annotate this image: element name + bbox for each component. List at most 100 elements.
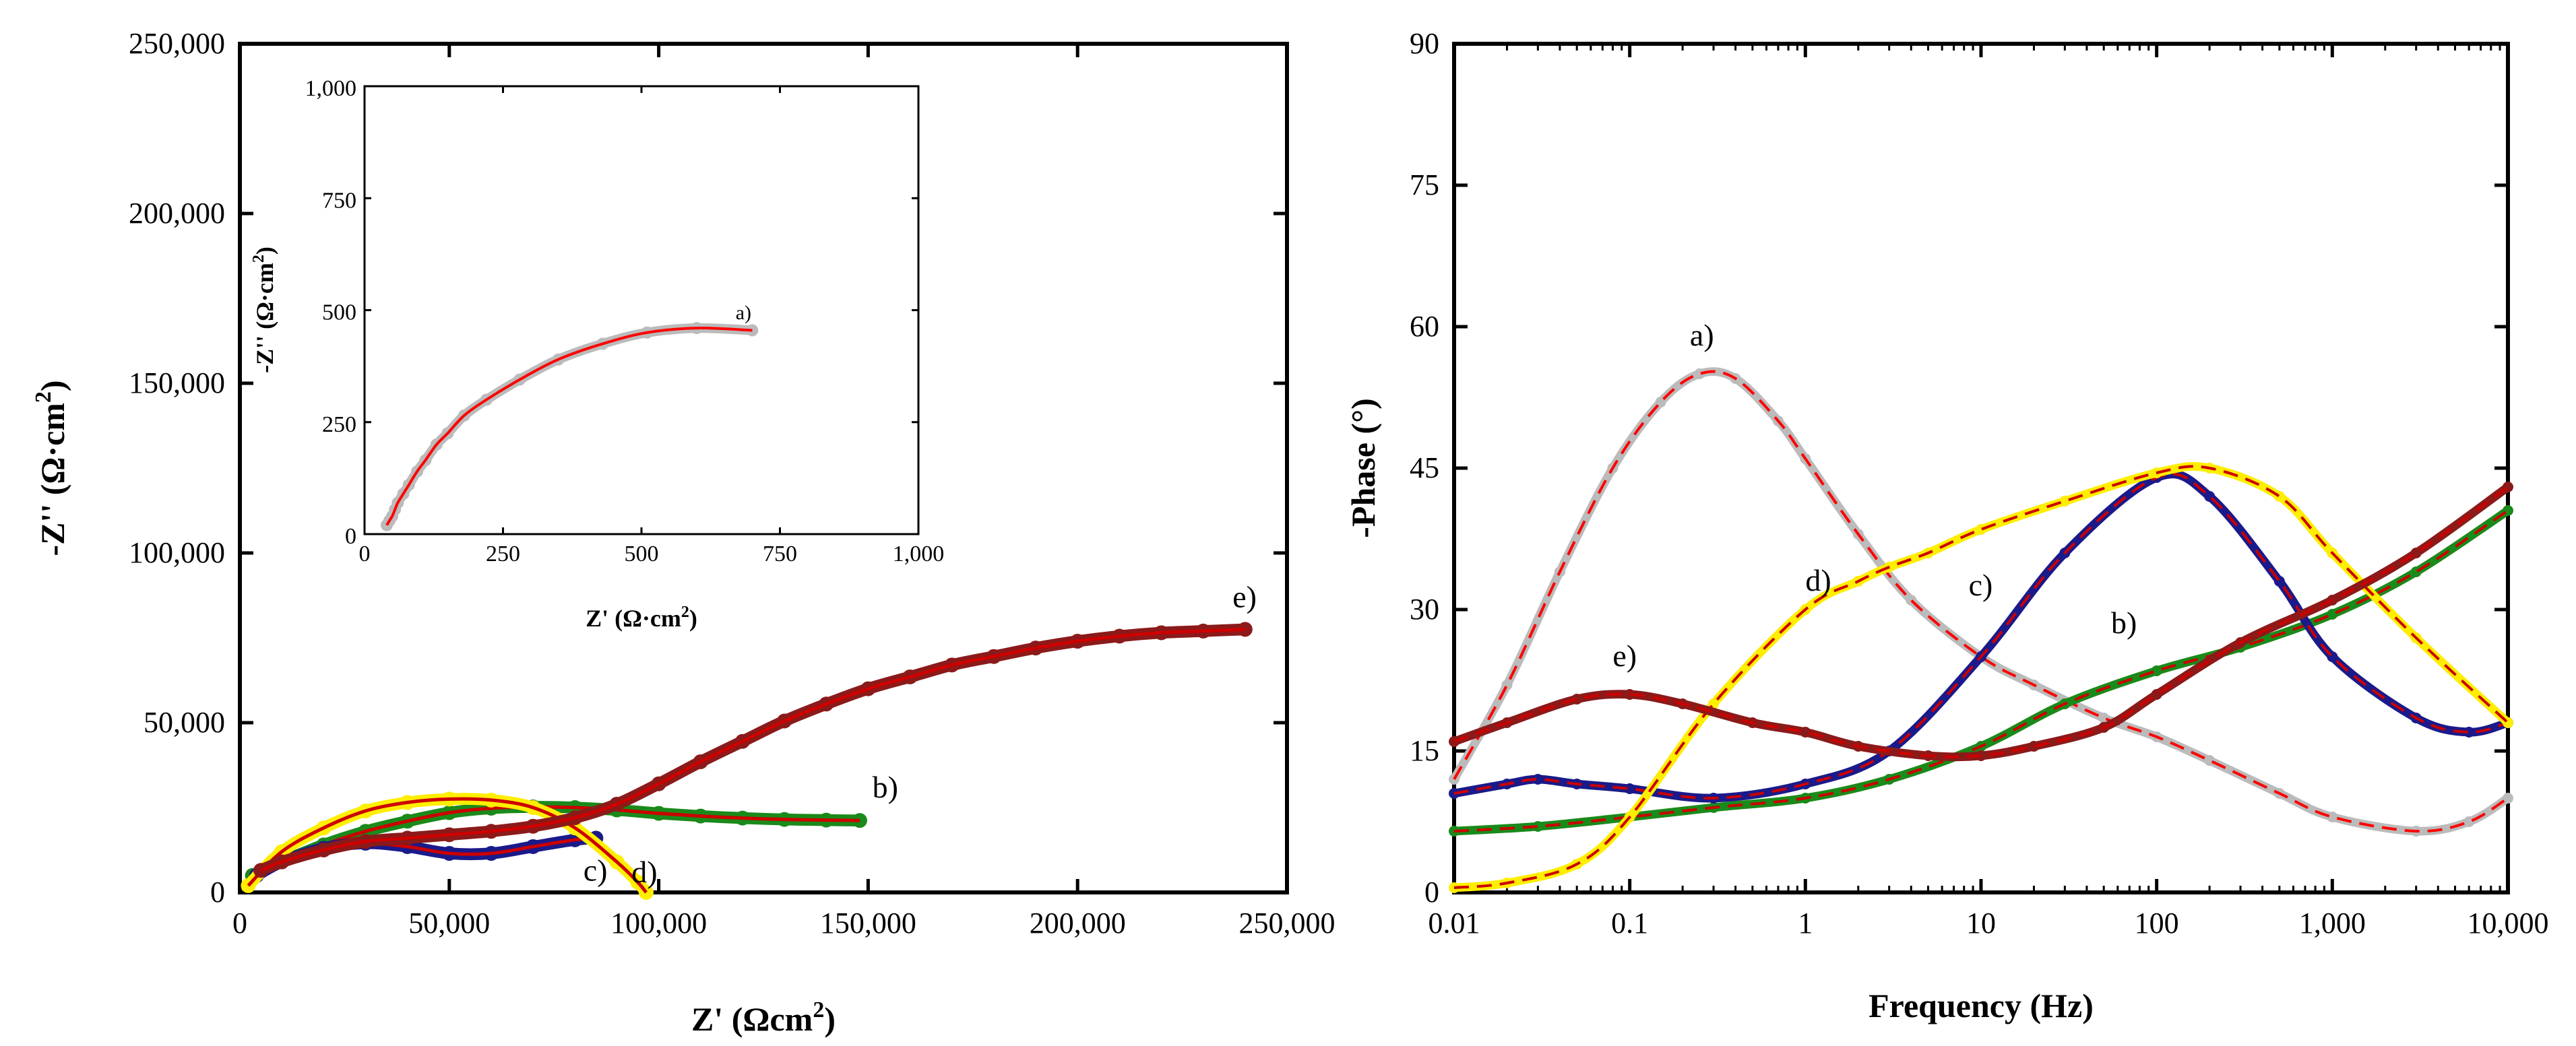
inset-y-tick-label: 1,000 (305, 76, 357, 101)
inset-y-tick-label: 500 (322, 300, 356, 325)
bode-x-tick-label: 100 (2135, 907, 2179, 940)
nyquist-series-e-point (1237, 622, 1253, 637)
nyquist-plot: 0 50,000 100,000 150,000 200,000 250,000 0 50,0… (31, 27, 1336, 1038)
bode-series-a (1449, 367, 2513, 837)
bode-series-e-fit-line (1453, 486, 2509, 758)
nyquist-curve-labels: b) c) d) e) (584, 580, 1257, 889)
bode-label-c: c) (1969, 568, 1993, 602)
bode-series-c-point (1624, 783, 1635, 794)
nyquist-label-b: b) (873, 770, 898, 804)
bode-x-tick-label: 1 (1798, 907, 1813, 940)
bode-series-d-point (2059, 496, 2071, 506)
nyquist-plot-frame (238, 42, 1289, 894)
nyquist-x-tick-label: 200,000 (1030, 907, 1126, 940)
inset-axes: 0 250 500 750 1,000 0 250 500 750 1,000 (305, 76, 945, 566)
bode-label-b: b) (2111, 606, 2137, 640)
nyquist-series-e-fit-line (260, 627, 1245, 872)
bode-x-tick-label: 10 (1966, 907, 1996, 940)
inset-series: a) (380, 302, 759, 531)
bode-series-a-point (2503, 793, 2513, 804)
bode-series-a-point (2463, 816, 2475, 827)
bode-y-tick-label: 0 (1424, 876, 1439, 909)
inset-x-tick-label: 750 (763, 542, 797, 566)
bode-series-c-point (1532, 774, 1544, 785)
bode-series-a-point (1694, 368, 1705, 379)
bode-label-e: e) (1612, 639, 1637, 673)
inset-series-a (380, 322, 759, 531)
nyquist-y-tick-label: 100,000 (129, 536, 225, 569)
bode-x-tick-label: 0.01 (1428, 907, 1480, 940)
bode-curve-labels: a) b) c) d) e) (1612, 318, 2137, 673)
nyquist-y-tick-label: 150,000 (129, 366, 225, 399)
nyquist-series-d-fit-line (247, 797, 648, 894)
bode-x-tick-label: 1,000 (2299, 907, 2366, 940)
nyquist-x-tick-label: 250,000 (1239, 907, 1336, 940)
inset-x-tick-label: 1,000 (893, 542, 945, 566)
nyquist-series-d (241, 791, 654, 900)
bode-series-d (1449, 462, 2513, 893)
nyquist-inset: 0 250 500 750 1,000 0 250 500 750 1,000 a) Z' (Ω·… (250, 76, 944, 632)
nyquist-y-tick-label: 250,000 (129, 27, 225, 60)
nyquist-label-d: d) (631, 855, 657, 889)
bode-series-a-point (2098, 713, 2110, 723)
bode-y-tick-label: 45 (1410, 451, 1439, 484)
nyquist-axes: 0 50,000 100,000 150,000 200,000 250,000 0 50,0… (129, 27, 1336, 940)
inset-x-tick-label: 500 (625, 542, 659, 566)
bode-label-a: a) (1690, 318, 1714, 352)
bode-phase-plot: 0.01 0.1 1 10 100 1,000 10,000 0 15 30 45 60 75 90 a)… (1344, 27, 2549, 1024)
inset-x-axis-title: Z' (Ω·cm2) (586, 603, 697, 632)
bode-y-tick-label: 15 (1410, 734, 1439, 767)
inset-series-a-point (746, 324, 759, 337)
bode-series-a-fit-line (1453, 370, 2509, 833)
bode-y-axis-title: -Phase (°) (1344, 398, 1382, 537)
bode-label-d: d) (1805, 563, 1831, 597)
bode-series-c-point (2463, 727, 2475, 738)
nyquist-y-tick-label: 0 (210, 876, 225, 909)
nyquist-series-e (253, 622, 1253, 878)
bode-series-a-point (2204, 755, 2216, 766)
bode-y-tick-label: 30 (1410, 593, 1439, 626)
bode-series-a-point (1501, 680, 1513, 690)
nyquist-series (241, 622, 1253, 900)
bode-series-e-point (2028, 741, 2040, 752)
bode-series-b-point (2151, 665, 2162, 676)
nyquist-y-tick-label: 200,000 (129, 197, 225, 230)
bode-series-c-fit-line (1453, 473, 2509, 800)
nyquist-label-e: e) (1232, 580, 1257, 614)
bode-series-d-point (1976, 524, 1986, 535)
inset-x-tick-label: 0 (359, 542, 371, 566)
bode-x-tick-label: 0.1 (1611, 907, 1648, 940)
bode-series (1449, 367, 2513, 893)
bode-y-tick-label: 75 (1410, 168, 1439, 201)
nyquist-y-axis-title: -Z'' (Ω·cm2) (31, 380, 71, 556)
inset-series-a-fit-line (385, 327, 753, 526)
bode-series-e-point (1800, 727, 1811, 738)
inset-y-axis-title: -Z'' (Ω·cm2) (250, 247, 278, 373)
nyquist-label-c: c) (584, 853, 608, 887)
nyquist-y-tick-label: 50,000 (144, 706, 225, 739)
inset-y-tick-label: 0 (345, 524, 356, 549)
bode-axes: 0.01 0.1 1 10 100 1,000 10,000 0 15 30 45 60 75 90 (1410, 27, 2549, 940)
nyquist-series-e-point (253, 863, 269, 878)
nyquist-x-tick-label: 50,000 (408, 907, 490, 940)
bode-x-axis-title: Frequency (Hz) (1868, 987, 2094, 1024)
inset-frame (363, 85, 920, 535)
inset-x-tick-label: 250 (486, 542, 520, 566)
nyquist-x-tick-label: 150,000 (820, 907, 916, 940)
inset-y-tick-label: 250 (322, 412, 356, 437)
nyquist-x-axis-title: Z' (Ωcm2) (691, 998, 836, 1038)
bode-series-b-point (2327, 609, 2338, 620)
bode-y-tick-label: 90 (1410, 27, 1439, 60)
bode-series-a-point (1655, 397, 1666, 407)
bode-series-e-point (1571, 694, 1583, 705)
inset-label-a: a) (736, 302, 751, 324)
bode-series-b-fit-line (1453, 509, 2509, 832)
bode-y-tick-label: 60 (1410, 310, 1439, 343)
nyquist-x-tick-label: 100,000 (610, 907, 707, 940)
bode-series-e-point (1624, 689, 1635, 700)
nyquist-x-tick-label: 0 (232, 907, 247, 940)
bode-x-tick-label: 10,000 (2468, 907, 2549, 940)
bode-series-b-point (1532, 821, 1544, 832)
bode-series-a-point (2327, 812, 2338, 822)
